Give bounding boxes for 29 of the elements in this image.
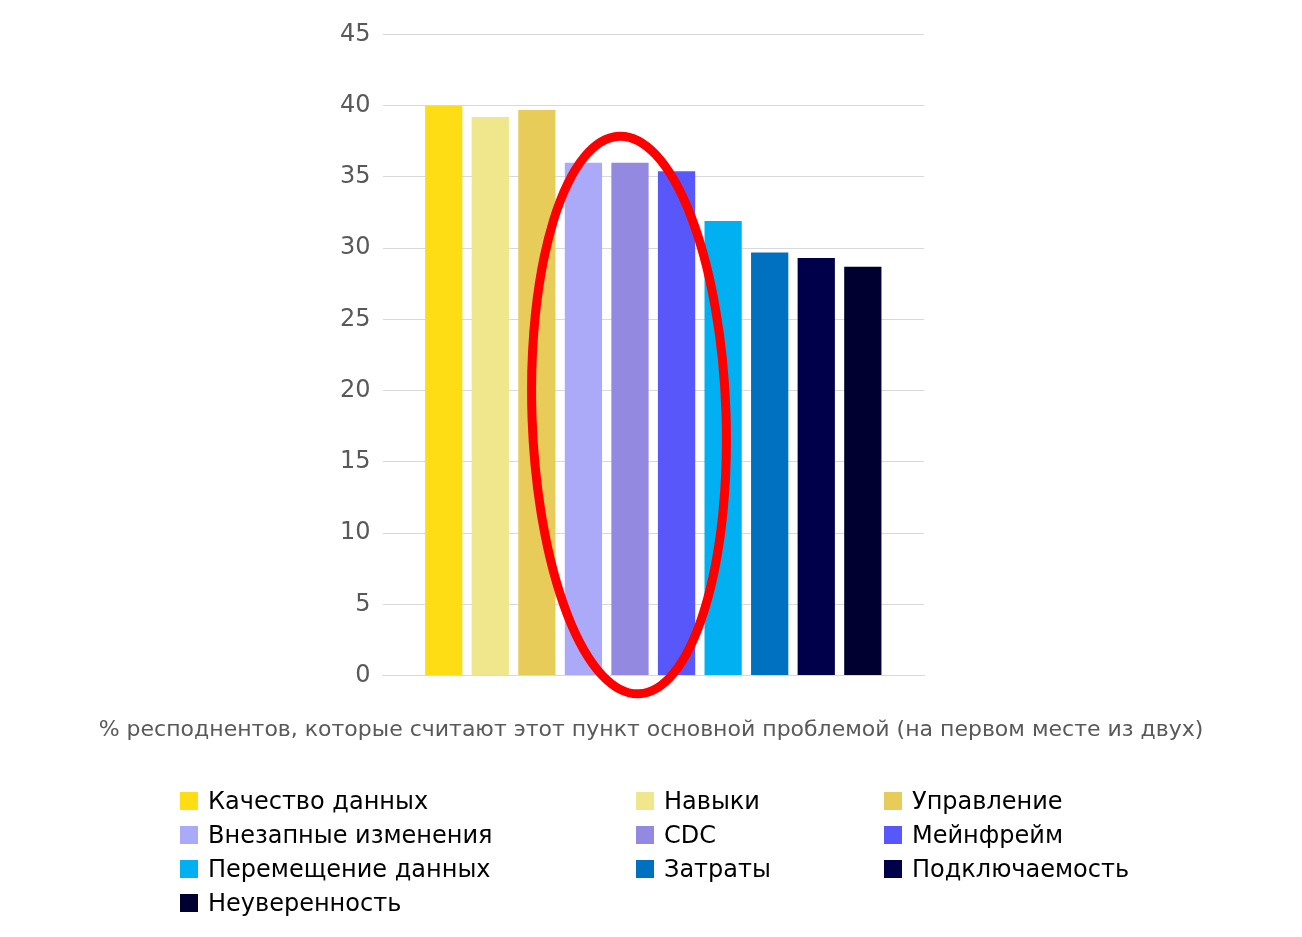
bar: [564, 162, 603, 676]
x-axis-title: % респоднентов, которые считают этот пункт основной проблемой (на первом месте из двух): [97, 716, 1205, 741]
legend-label: Навыки: [664, 787, 760, 815]
y-tick-label: 5: [355, 588, 371, 617]
legend-label: Внезапные изменения: [208, 821, 493, 849]
bar: [797, 258, 835, 676]
bar: [751, 252, 789, 676]
bar: [471, 117, 509, 676]
y-tick-label: 30: [339, 232, 371, 261]
y-tick-label: 15: [339, 446, 371, 475]
bar: [844, 266, 882, 676]
legend-label: Подключаемость: [912, 855, 1130, 883]
y-tick-label: 25: [339, 303, 371, 332]
legend-label: Качество данных: [208, 787, 429, 815]
y-tick-label: 0: [355, 659, 371, 688]
bar: [425, 105, 463, 676]
legend-label: Затраты: [664, 855, 771, 883]
y-tick-label: 45: [339, 18, 371, 47]
legend-label: Перемещение данных: [208, 855, 491, 883]
y-tick-label: 35: [339, 161, 371, 190]
legend-label: Мейнфрейм: [912, 821, 1063, 849]
legend-label: CDC: [664, 821, 716, 849]
y-tick-label: 20: [339, 374, 371, 403]
legend-label: Неуверенность: [208, 889, 402, 917]
bar: [611, 162, 649, 676]
bar: [657, 171, 696, 676]
y-tick-label: 40: [339, 89, 371, 118]
y-tick-label: 10: [339, 517, 371, 546]
legend-label: Управление: [912, 787, 1063, 815]
